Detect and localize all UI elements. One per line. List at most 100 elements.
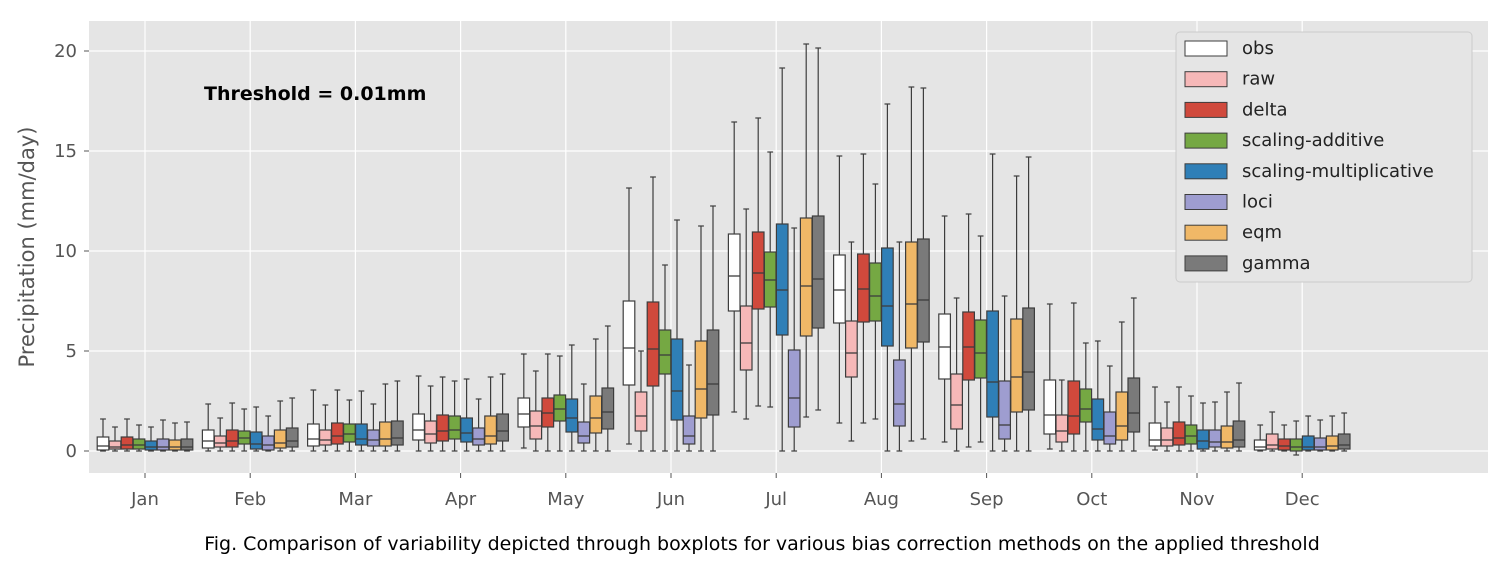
- box-body: [892, 359, 906, 427]
- box-body: [144, 440, 158, 451]
- box-body: [180, 438, 194, 451]
- box-body: [273, 429, 287, 449]
- box-raw-feb: [213, 417, 227, 452]
- boxes-layer: [96, 43, 1351, 456]
- box-body: [225, 429, 239, 448]
- legend-label-raw: raw: [1242, 69, 1275, 90]
- box-body: [832, 254, 846, 324]
- box-body: [553, 394, 567, 422]
- box-body: [1301, 435, 1315, 451]
- box-body: [1148, 422, 1162, 447]
- box-gamma-apr: [496, 373, 509, 452]
- box-obs-jun: [622, 187, 636, 445]
- box-scaling-multiplicative-sep: [986, 153, 999, 452]
- box-body: [1313, 437, 1327, 451]
- box-body: [108, 440, 122, 450]
- box-gamma-may: [601, 325, 615, 452]
- legend-swatch-gamma: [1184, 255, 1228, 272]
- box-body: [670, 338, 684, 421]
- box-eqm-aug: [904, 86, 918, 442]
- box-body: [261, 435, 275, 451]
- box-body: [1232, 420, 1246, 448]
- legend-label-scaling-multiplicative: scaling-multiplicative: [1242, 161, 1434, 182]
- legend-swatch-eqm: [1184, 224, 1228, 241]
- box-body: [249, 431, 263, 450]
- box-obs-sep: [938, 215, 951, 443]
- box-body: [1220, 425, 1234, 449]
- box-body: [1196, 429, 1210, 450]
- box-raw-mar: [319, 404, 332, 452]
- box-body: [589, 395, 603, 434]
- box-body: [916, 238, 930, 343]
- box-body: [379, 421, 392, 447]
- box-scaling-additive-may: [553, 355, 567, 452]
- box-body: [307, 423, 320, 447]
- box-body: [727, 233, 741, 312]
- y-axis-label: Precipitation (mm/day): [15, 127, 39, 368]
- box-body: [751, 231, 765, 310]
- legend-label-scaling-additive: scaling-additive: [1242, 130, 1384, 151]
- box-gamma-aug: [916, 87, 930, 440]
- box-body: [1289, 438, 1303, 452]
- box-body: [904, 241, 918, 349]
- box-body: [646, 301, 660, 387]
- y-tick-label: 20: [54, 41, 77, 62]
- box-body: [1115, 391, 1129, 441]
- box-body: [622, 300, 636, 386]
- y-tick-label: 15: [54, 141, 77, 162]
- box-body: [460, 417, 473, 443]
- box-body: [1277, 438, 1291, 451]
- box-body: [658, 329, 672, 375]
- y-tick-label: 0: [66, 441, 77, 462]
- box-body: [367, 429, 380, 447]
- box-body: [1091, 398, 1105, 441]
- box-scaling-multiplicative-aug: [880, 103, 894, 452]
- box-scaling-additive-oct: [1079, 342, 1093, 452]
- box-body: [634, 391, 648, 432]
- box-eqm-may: [589, 338, 603, 452]
- legend-swatch-scaling-multiplicative: [1184, 163, 1228, 180]
- box-body: [424, 420, 437, 444]
- box-eqm-jun: [694, 225, 708, 452]
- y-axis-ticks: 0 5 10 15 20: [54, 41, 89, 462]
- box-body: [213, 435, 227, 448]
- box-body: [682, 415, 696, 445]
- box-raw-nov: [1160, 401, 1174, 452]
- box-obs-jan: [96, 418, 110, 452]
- box-body: [201, 429, 215, 449]
- box-eqm-feb: [273, 400, 287, 452]
- legend-swatch-delta: [1184, 101, 1228, 118]
- box-gamma-jul: [811, 47, 825, 411]
- legend-swatch-raw: [1184, 71, 1228, 88]
- box-body: [1325, 435, 1339, 451]
- box-gamma-feb: [285, 397, 299, 452]
- box-body: [285, 427, 299, 448]
- box-scaling-multiplicative-jul: [775, 67, 789, 452]
- box-body: [880, 247, 894, 347]
- box-body: [1010, 318, 1023, 413]
- box-eqm-jul: [799, 43, 813, 418]
- box-body: [856, 253, 870, 323]
- box-body: [998, 380, 1011, 440]
- box-scaling-multiplicative-jun: [670, 219, 684, 452]
- box-obs-jul: [727, 121, 741, 413]
- x-tick-label: Oct: [1076, 489, 1107, 510]
- box-body: [412, 413, 425, 441]
- box-body: [120, 436, 134, 450]
- legend-label-gamma: gamma: [1242, 253, 1311, 274]
- box-obs-may: [517, 353, 531, 449]
- box-body: [168, 439, 182, 451]
- y-tick-label: 5: [66, 341, 77, 362]
- box-body: [739, 305, 753, 371]
- box-body: [331, 422, 344, 445]
- box-body: [517, 397, 531, 428]
- box-body: [1253, 439, 1267, 451]
- box-body: [448, 415, 461, 440]
- box-loci-jun: [682, 364, 696, 452]
- legend-frame: [1175, 31, 1473, 283]
- legend-swatch-loci: [1184, 194, 1228, 210]
- box-body: [1043, 379, 1057, 435]
- box-obs-oct: [1043, 303, 1057, 450]
- y-tick-label: 10: [54, 241, 77, 262]
